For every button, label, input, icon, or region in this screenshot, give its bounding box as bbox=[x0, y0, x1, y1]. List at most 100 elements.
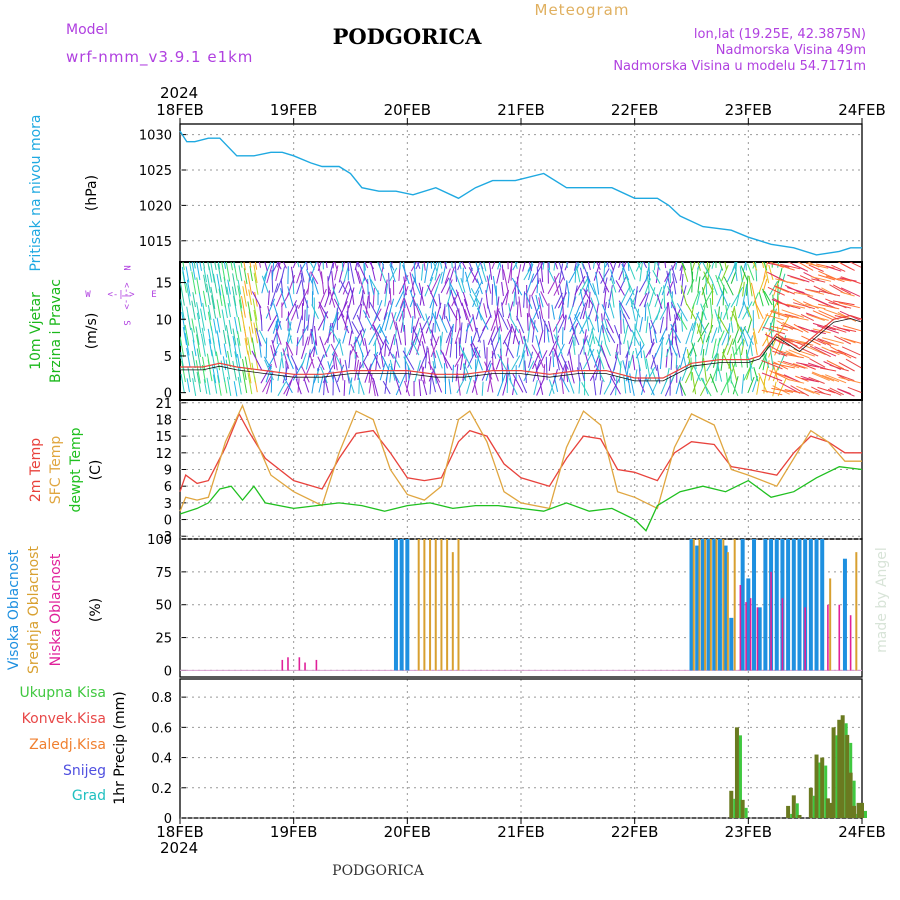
wind-vector bbox=[696, 312, 707, 334]
wind-vector bbox=[476, 307, 489, 330]
xtick-bottom-label: 22FEB bbox=[611, 823, 658, 841]
wind-vector bbox=[182, 326, 187, 346]
wind-vector bbox=[618, 361, 622, 383]
wind-vector bbox=[583, 288, 594, 306]
wind-vector bbox=[619, 302, 622, 320]
wind-vector bbox=[461, 302, 468, 321]
wind-vector bbox=[599, 380, 603, 395]
wind-vector bbox=[772, 362, 796, 369]
wind-vector bbox=[604, 262, 609, 268]
wind-vector bbox=[359, 328, 367, 346]
wind-vector bbox=[777, 378, 787, 397]
wind-vector bbox=[207, 262, 210, 271]
mid-cloud-bar bbox=[429, 539, 432, 671]
wind-vector bbox=[191, 300, 196, 320]
wind-vector bbox=[175, 296, 179, 319]
wind-ytick-label: 0 bbox=[164, 387, 172, 402]
wind-vector bbox=[838, 302, 860, 309]
wind-vector bbox=[659, 326, 668, 343]
wind-vector bbox=[630, 297, 636, 322]
wind-vector bbox=[339, 358, 344, 381]
wind-vector bbox=[395, 321, 402, 345]
wind-vector bbox=[609, 376, 621, 396]
wind-vector bbox=[746, 358, 754, 380]
high-cloud-bar bbox=[689, 539, 694, 671]
wind-vector bbox=[357, 271, 366, 295]
wind-vector bbox=[365, 295, 369, 318]
wind-vector bbox=[319, 336, 328, 358]
wind-vector bbox=[243, 262, 246, 271]
wind-vector bbox=[259, 304, 262, 321]
wind-vector bbox=[801, 377, 819, 383]
wind-vector bbox=[240, 262, 243, 268]
mid-cloud-bar bbox=[722, 539, 725, 671]
wind-vector bbox=[765, 314, 784, 321]
wind-vector bbox=[455, 364, 459, 382]
wind-vector bbox=[770, 310, 789, 318]
xtick-top-label: 23FEB bbox=[725, 101, 772, 119]
mid-cloud-bar bbox=[423, 539, 426, 671]
wind-vector bbox=[359, 330, 365, 346]
wind-vector bbox=[372, 287, 375, 309]
precip-bar bbox=[797, 814, 802, 818]
wind-vector bbox=[680, 285, 688, 306]
wind-vector bbox=[553, 347, 564, 370]
wind-vector bbox=[639, 293, 648, 307]
wind-vector bbox=[241, 311, 246, 334]
wind-vector bbox=[497, 373, 507, 397]
wind-vector bbox=[435, 350, 443, 369]
wind-vector bbox=[650, 319, 657, 334]
wind-vector bbox=[487, 326, 496, 345]
wind-vector bbox=[430, 336, 440, 357]
wind-vector bbox=[300, 336, 309, 359]
wind-vector bbox=[232, 360, 237, 381]
precip-bar bbox=[837, 719, 842, 818]
wind-vector bbox=[618, 262, 621, 268]
wind-vector bbox=[495, 354, 502, 370]
wind-vector bbox=[432, 262, 438, 272]
wind-vector bbox=[735, 262, 738, 271]
wind-vector bbox=[381, 355, 390, 371]
wind-vector bbox=[414, 327, 421, 346]
wind-vector bbox=[777, 267, 783, 284]
wind-vector bbox=[295, 365, 298, 381]
wind-vector bbox=[388, 272, 391, 294]
wind-vector bbox=[630, 298, 641, 318]
wind-vector bbox=[646, 302, 652, 320]
compass-south-label: S bbox=[121, 320, 131, 325]
wind-vector bbox=[577, 262, 579, 269]
wind-vector bbox=[272, 318, 279, 334]
temperature-ytick-label: 21 bbox=[155, 397, 172, 412]
wind-vector bbox=[797, 262, 814, 271]
low-cloud-bar bbox=[756, 607, 759, 671]
wind-vector bbox=[553, 262, 556, 271]
wind-vector bbox=[785, 353, 804, 359]
wind-vector bbox=[276, 262, 282, 270]
wind-vector bbox=[566, 280, 570, 295]
wind-vector bbox=[448, 378, 452, 395]
wind-vector bbox=[227, 350, 231, 368]
wind-vector bbox=[548, 320, 555, 344]
wind-vector bbox=[430, 329, 438, 346]
mid-cloud-bar bbox=[451, 552, 454, 671]
wind-vector bbox=[553, 276, 560, 296]
wind-vector bbox=[462, 267, 464, 283]
wind-vector bbox=[568, 349, 574, 372]
wind-vector bbox=[184, 332, 190, 356]
high-cloud-bar bbox=[757, 607, 762, 671]
wind-vector bbox=[486, 303, 492, 318]
wind-vector bbox=[512, 326, 517, 345]
wind-vector bbox=[743, 300, 750, 318]
legend-freezing-rain: Zaledj.Kisa bbox=[29, 737, 106, 753]
wind-vector bbox=[637, 377, 646, 393]
wind-vector bbox=[207, 305, 212, 320]
wind-vector bbox=[272, 262, 279, 272]
wind-vector bbox=[416, 303, 425, 321]
wind-vector bbox=[792, 363, 808, 369]
wind-vector bbox=[552, 313, 564, 332]
pressure-ytick-label: 1020 bbox=[139, 199, 172, 214]
wind-vector bbox=[237, 330, 241, 346]
wind-vector bbox=[329, 283, 337, 305]
precip-total-bar bbox=[733, 798, 737, 818]
wind-vector bbox=[378, 337, 387, 356]
